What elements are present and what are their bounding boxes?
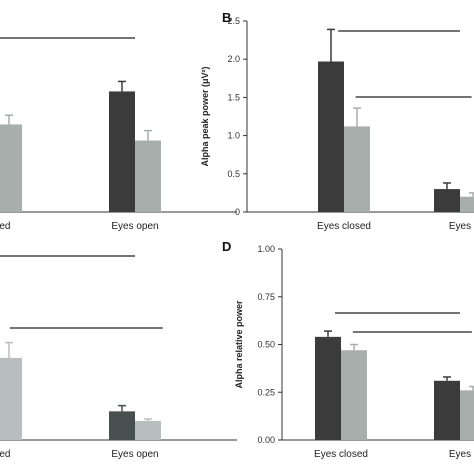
x-category-label: Eyes — [449, 449, 471, 460]
x-category-label: closed — [0, 221, 10, 232]
bar-eyes-open-s2 — [135, 140, 161, 212]
bar-eyes-open-s2 — [135, 420, 161, 440]
x-category-label: Eyes open — [111, 449, 158, 460]
y-axis-title: Alpha peak power (μV²) — [200, 66, 210, 166]
bar-eyes-open-s2 — [460, 196, 474, 212]
panel-letter: B — [222, 10, 231, 25]
bar-eyes-open-s1 — [109, 411, 135, 440]
bar-eyes-open-s1 — [434, 380, 460, 440]
y-tick-label: 2.5 — [227, 16, 240, 26]
y-tick-label: 2.0 — [227, 54, 240, 64]
bar-eyes-closed-s1 — [318, 61, 344, 212]
bar-eyes-open-s2 — [460, 390, 474, 440]
panel-letter: D — [222, 239, 231, 254]
bar-eyes-open-s1 — [109, 91, 135, 212]
y-tick-label: 0.75 — [257, 292, 275, 302]
y-tick-label: 1.00 — [257, 244, 275, 254]
bar-eyes-closed-s2 — [341, 350, 367, 440]
bar-eyes-closed-s2 — [344, 126, 370, 212]
y-tick-label: 0.5 — [227, 169, 240, 179]
bar-eyes-closed-s2 — [0, 124, 22, 212]
y-tick-label: 0.00 — [257, 435, 275, 445]
y-tick-label: 0.25 — [257, 387, 275, 397]
x-category-label: Eyes closed — [317, 221, 371, 232]
bar-eyes-closed-s1 — [315, 336, 341, 440]
y-tick-label: 1.0 — [227, 131, 240, 141]
y-tick-label: 0 — [235, 207, 240, 217]
y-tick-label: 1.5 — [227, 92, 240, 102]
x-category-label: closed — [0, 449, 10, 460]
y-tick-label: 0.50 — [257, 340, 275, 350]
bar-eyes-closed-s2 — [0, 357, 22, 440]
x-category-label: Eyes — [449, 221, 471, 232]
y-axis-title: Alpha relative power — [234, 300, 244, 389]
bar-eyes-open-s1 — [434, 189, 460, 212]
x-category-label: Eyes closed — [314, 449, 368, 460]
x-category-label: Eyes open — [111, 221, 158, 232]
